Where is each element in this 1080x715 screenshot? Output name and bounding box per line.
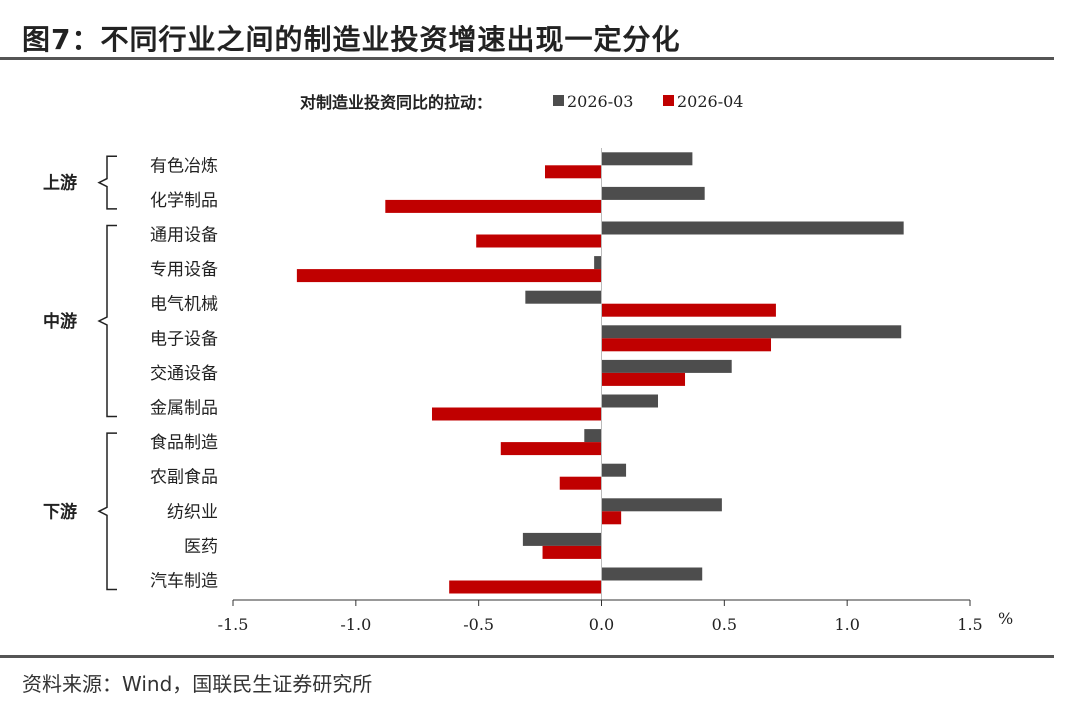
category-labels: 有色冶炼化学制品通用设备专用设备电气机械电子设备交通设备金属制品食品制造农副食品…	[150, 156, 218, 591]
category-label: 医药	[184, 537, 218, 557]
x-tick-label: -1.5	[218, 615, 249, 634]
x-tick-label: 0.0	[589, 615, 614, 634]
bar-series-1	[584, 429, 602, 443]
figure-title: 图7：不同行业之间的制造业投资增速出现一定分化	[22, 23, 681, 56]
bar-series-1	[601, 325, 902, 339]
bar-series-2	[476, 234, 602, 248]
x-tick-label: 0.5	[712, 615, 737, 634]
category-label: 纺织业	[167, 502, 218, 522]
legend-title: 对制造业投资同比的拉动：	[300, 93, 492, 112]
bar-series-1	[601, 567, 703, 581]
category-label: 电子设备	[150, 329, 218, 349]
bar-series-2	[601, 338, 772, 352]
category-label: 通用设备	[150, 226, 218, 246]
category-label: 电气机械	[150, 295, 218, 315]
bar-series-1	[601, 186, 705, 200]
bar-series-2	[296, 269, 602, 283]
group-label: 上游	[43, 173, 77, 194]
x-tick-label: 1.0	[834, 615, 859, 634]
category-label: 有色冶炼	[150, 156, 218, 176]
category-label: 汽车制造	[150, 572, 218, 592]
bar-series-2	[559, 476, 602, 490]
bar-series-1	[594, 256, 602, 270]
source-note: 资料来源：Wind，国联民生证券研究所	[22, 672, 373, 696]
group-label: 中游	[43, 311, 77, 332]
x-axis: -1.5 -1.0 -0.5 0.0 0.5 1.0 1.5%	[218, 148, 1013, 634]
category-label: 农副食品	[150, 468, 218, 488]
bar-series-2	[449, 580, 602, 594]
x-tick-label: 1.5	[957, 615, 982, 634]
bar-series-2	[542, 545, 602, 559]
bar-series-2	[500, 442, 602, 456]
bar-series-2	[601, 511, 622, 525]
bar-series-1	[601, 394, 659, 408]
x-tick-label: -0.5	[463, 615, 494, 634]
bar-series-1	[525, 290, 602, 304]
category-label: 食品制造	[150, 433, 218, 453]
title-rule	[0, 57, 1054, 60]
category-label: 化学制品	[150, 191, 218, 211]
legend-label-series-2: 2026-04	[677, 92, 743, 111]
bar-series-2	[601, 303, 776, 317]
x-tick-label: -1.0	[340, 615, 371, 634]
bar-series-2	[431, 407, 602, 421]
bar-series-1	[601, 359, 732, 373]
source-rule	[0, 655, 1054, 658]
legend-swatch-series-2	[663, 95, 674, 106]
bar-series-1	[601, 463, 627, 477]
category-label: 专用设备	[150, 260, 218, 280]
category-label: 金属制品	[150, 399, 218, 419]
x-axis-unit: %	[998, 609, 1013, 628]
bar-series-1	[522, 532, 602, 546]
group-bracket	[97, 432, 117, 591]
legend-label-series-1: 2026-03	[567, 92, 633, 111]
bar-series-1	[601, 498, 722, 512]
legend-swatch-series-1	[553, 95, 564, 106]
bar-series-2	[544, 165, 602, 179]
group-label: 下游	[43, 501, 77, 522]
category-label: 交通设备	[150, 364, 218, 384]
bars	[296, 152, 904, 594]
bar-series-1	[601, 221, 904, 235]
legend: 对制造业投资同比的拉动： 2026-03 2026-04	[300, 92, 743, 112]
group-bracket	[97, 155, 117, 210]
bar-series-2	[601, 372, 686, 386]
bar-series-2	[385, 199, 602, 213]
bar-series-1	[601, 152, 693, 166]
group-bracket	[97, 224, 117, 418]
